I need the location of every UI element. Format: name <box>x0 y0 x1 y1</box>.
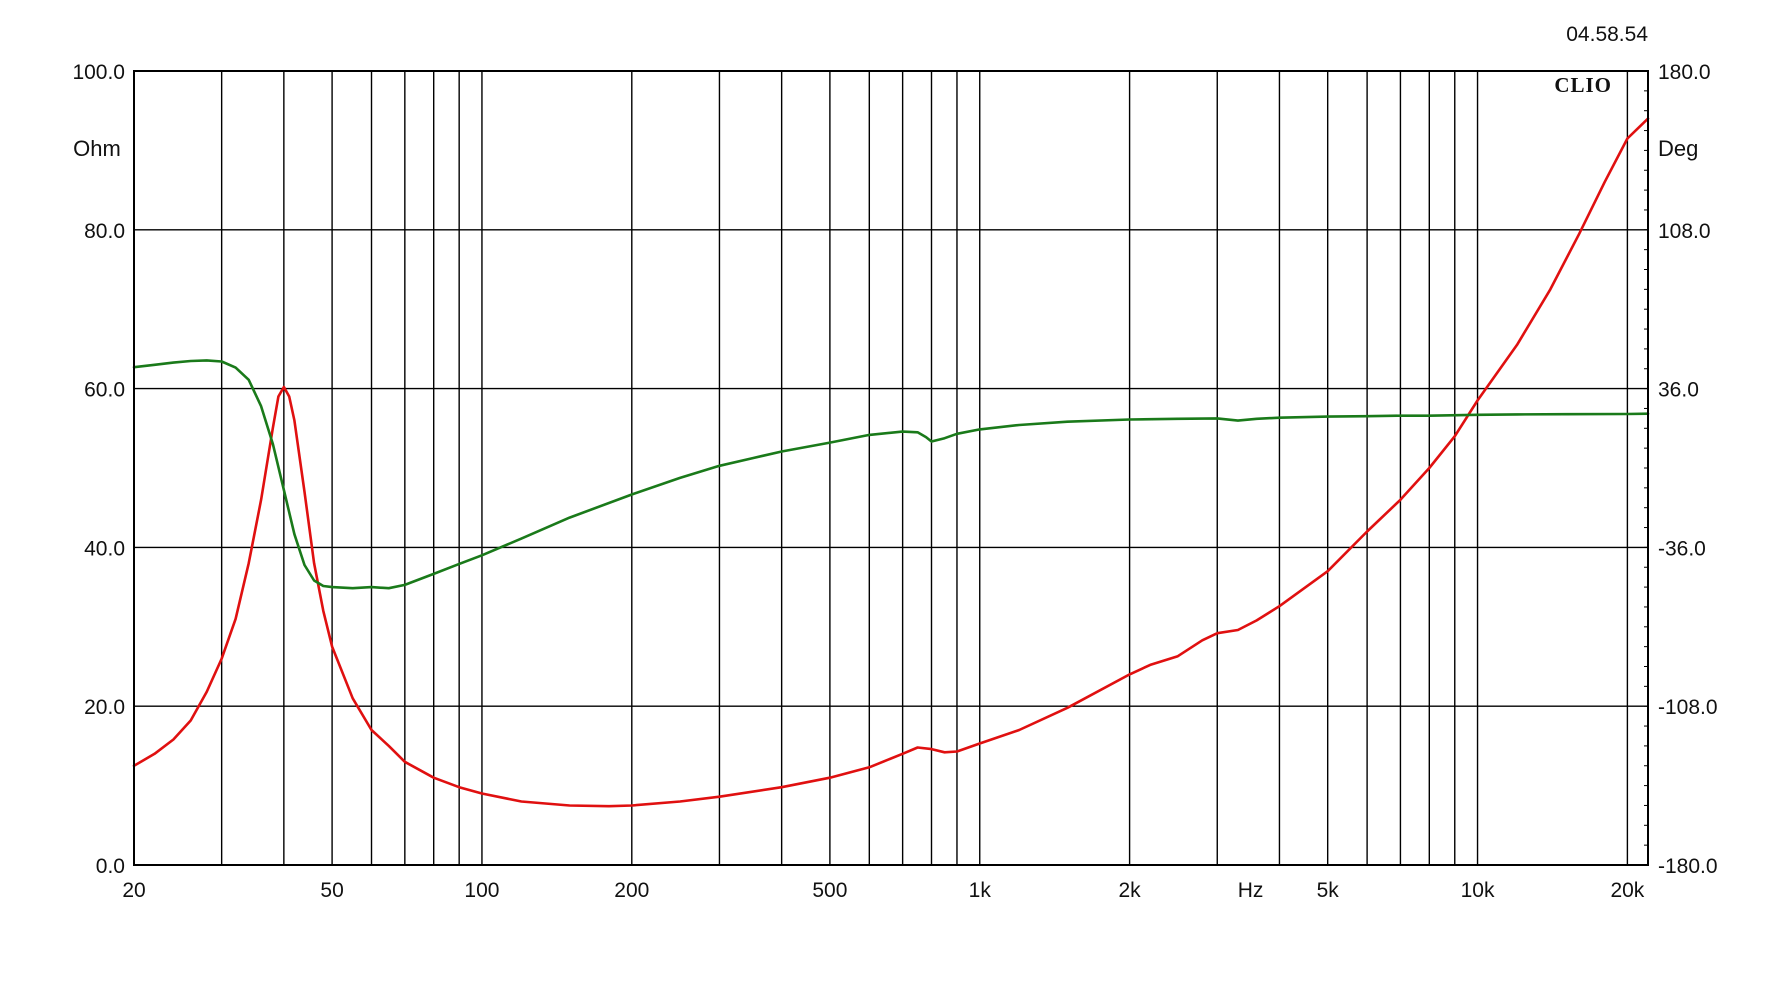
left-tick-label: 20.0 <box>84 696 125 719</box>
right-tick-label: -36.0 <box>1658 537 1706 560</box>
x-axis-unit: Hz <box>1238 879 1264 902</box>
x-tick-label: 2k <box>1119 879 1142 902</box>
left-tick-label: 80.0 <box>84 220 125 243</box>
timestamp: 04.58.54 <box>1566 23 1648 46</box>
phase-curve <box>132 359 1650 590</box>
left-tick-label: 60.0 <box>84 379 125 402</box>
x-tick-label: 5k <box>1317 879 1340 902</box>
x-tick-label: 1k <box>969 879 992 902</box>
right-tick-label: -108.0 <box>1658 696 1718 719</box>
x-tick-label: 20 <box>122 879 145 902</box>
curves <box>132 117 1650 808</box>
right-tick-label: -180.0 <box>1658 855 1718 878</box>
right-axis-unit: Deg <box>1658 136 1698 161</box>
left-axis-ticks: 0.0 20.0 40.0 60.0 80.0 100.0 <box>72 61 125 878</box>
right-tick-label: 108.0 <box>1658 220 1711 243</box>
right-tick-label: 180.0 <box>1658 61 1711 84</box>
right-axis-ticks: -180.0 -108.0 -36.0 36.0 108.0 180.0 <box>1644 61 1718 878</box>
grid-lines <box>134 70 1648 866</box>
x-tick-label: 100 <box>464 879 499 902</box>
left-tick-label: 0.0 <box>96 855 125 878</box>
plot-frame <box>133 70 1649 866</box>
x-tick-label: 10k <box>1461 879 1495 902</box>
right-tick-label: 36.0 <box>1658 379 1699 402</box>
left-tick-label: 100.0 <box>72 61 125 84</box>
x-tick-label: 200 <box>614 879 649 902</box>
x-tick-label: 50 <box>320 879 343 902</box>
impedance-curve <box>132 117 1650 808</box>
left-axis-unit: Ohm <box>73 136 121 161</box>
x-tick-label: 20k <box>1610 879 1644 902</box>
brand-label: CLIO <box>1554 73 1612 97</box>
x-axis-ticks: 20 50 100 200 500 1k 2k 5k 10k 20k Hz <box>122 879 1645 902</box>
x-tick-label: 500 <box>812 879 847 902</box>
left-tick-label: 40.0 <box>84 537 125 560</box>
